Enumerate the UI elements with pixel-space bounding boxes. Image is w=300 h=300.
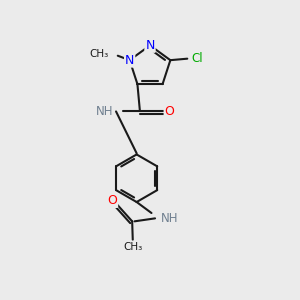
Text: CH₃: CH₃ — [90, 49, 109, 58]
Text: N: N — [125, 54, 134, 67]
Text: N: N — [145, 39, 155, 52]
Text: NH: NH — [96, 105, 114, 118]
Text: NH: NH — [160, 212, 178, 225]
Text: CH₃: CH₃ — [123, 242, 142, 252]
Text: O: O — [107, 194, 117, 207]
Text: O: O — [165, 105, 175, 118]
Text: Cl: Cl — [191, 52, 203, 65]
